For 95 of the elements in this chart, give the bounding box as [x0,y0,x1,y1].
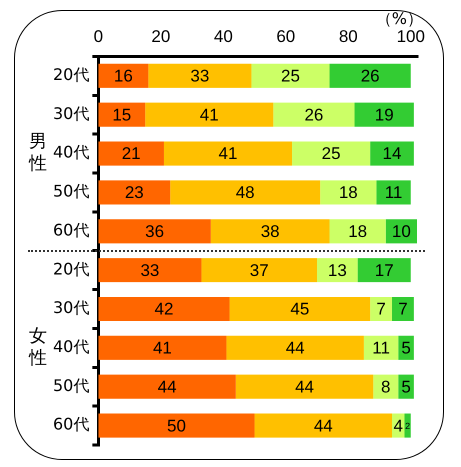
bar [330,64,411,88]
x-axis-title: （%） [376,9,423,28]
data-label: 45 [290,300,310,319]
bar [376,180,411,204]
bar [392,296,414,322]
bar [98,296,230,322]
data-label: 21 [122,144,141,164]
y-tick-label: 60代 [53,220,90,240]
data-label: 13 [328,260,347,280]
bar [364,336,398,360]
text: 男性 [28,131,47,174]
bar [201,258,318,282]
data-label: 5 [401,377,411,396]
bar [273,102,355,127]
data-label: 25 [322,144,341,164]
bar [373,374,398,399]
data-label: 36 [145,222,164,241]
bar [370,296,392,322]
y-tick-label: 30代 [53,298,90,318]
y-tick-label: 20代 [53,259,90,278]
data-label: 7 [376,300,386,319]
bar [98,219,211,244]
y-tick-label: 20代 [53,64,90,84]
bar [98,258,202,282]
data-label: 8 [381,377,390,396]
bar [98,374,236,399]
bar [354,102,414,127]
data-label: 10 [392,222,411,241]
bar [370,142,414,166]
data-label: 23 [124,183,144,202]
data-label: 37 [250,260,269,280]
y-tick-label: 50代 [53,182,90,201]
bar [251,64,330,88]
x-tick-label: 20 [151,26,170,46]
data-label: 5 [401,338,411,358]
y-tick-label: 30代 [53,104,90,123]
data-label: 18 [338,183,358,202]
x-tick-label: 80 [338,26,358,46]
bar [98,102,146,127]
bar [210,219,330,244]
y-tick-label: 50代 [53,376,90,395]
data-label: 26 [360,66,380,86]
bar [358,258,411,282]
data-label: 33 [140,260,160,280]
bar [98,64,148,88]
data-label: 48 [236,183,255,202]
data-label: 14 [382,144,402,164]
data-label: 41 [200,105,219,124]
bar [292,142,370,166]
x-tick-label: 40 [214,26,233,46]
data-label: 44 [158,377,177,396]
data-label: 42 [154,300,174,319]
data-label: 11 [372,338,390,358]
data-label: 15 [112,105,132,124]
data-label: 41 [152,338,172,358]
bar [98,142,164,166]
bar [404,414,411,438]
data-label: 44 [295,377,314,396]
data-label: 26 [304,105,324,124]
bar [98,414,255,438]
bar [98,336,226,360]
data-label: 4 [394,416,403,436]
bar [226,336,364,360]
bar [98,180,170,204]
x-tick-label: 60 [276,26,296,46]
data-label: 38 [260,222,280,241]
data-label: 16 [114,66,133,86]
data-label: 41 [218,144,238,164]
bar [254,414,392,438]
bar [317,258,358,282]
data-label: 19 [374,105,394,124]
bar [164,142,292,166]
bar [330,219,386,244]
y-tick-label: 40代 [53,337,90,356]
y-tick-label: 40代 [53,142,90,162]
bar [320,180,376,204]
data-label: 33 [190,66,210,86]
bar [145,102,274,127]
data-label: 18 [348,222,368,241]
bar [230,296,370,322]
data-label: 44 [314,416,333,436]
bar [236,374,374,399]
y-tick-label: 60代 [53,414,90,434]
data-label: 44 [286,338,305,358]
data-label: 2 [405,421,410,432]
data-label: 50 [166,416,186,436]
data-label: 7 [398,300,408,319]
data-label: 25 [281,66,300,86]
text: 女性 [28,326,47,369]
data-label: 11 [384,183,402,202]
x-tick-label: 100 [396,26,425,46]
x-tick-label: 0 [94,26,104,46]
bar [170,180,320,204]
bar [148,64,252,88]
data-label: 17 [374,260,394,280]
